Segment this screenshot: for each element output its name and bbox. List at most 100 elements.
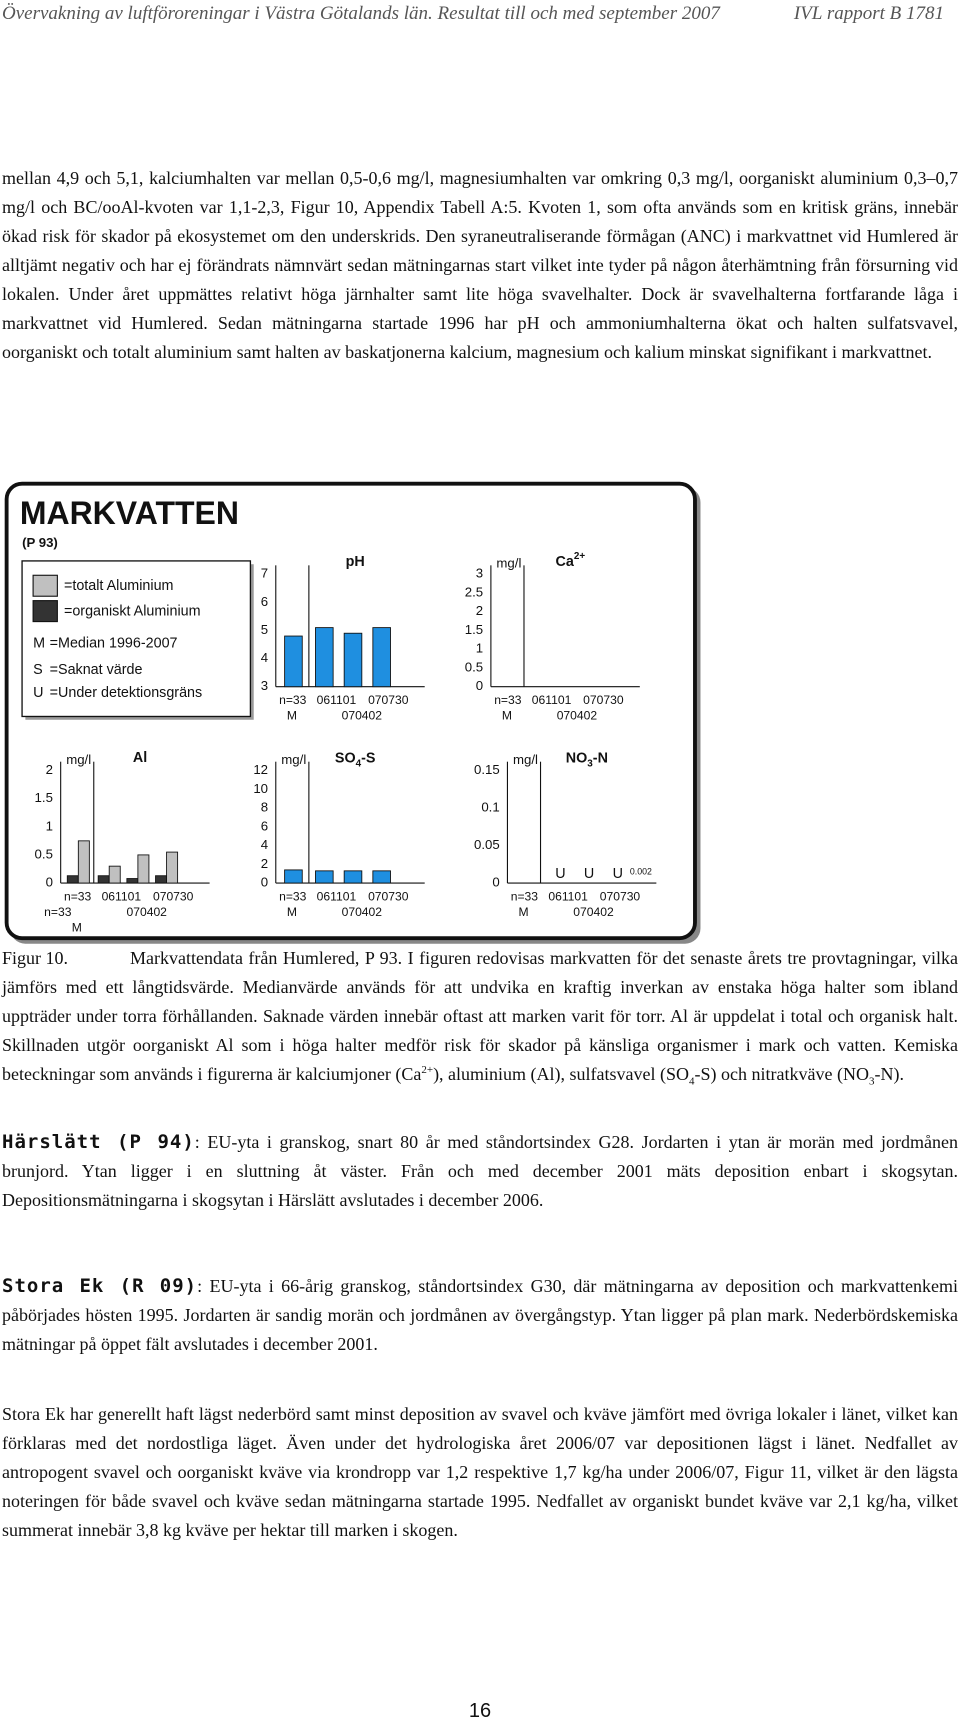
caption-text: Markvattendata från Humlered, P 93. I fi… xyxy=(2,948,958,1087)
legend-swatch xyxy=(32,574,58,597)
caption: Figur 10. Markvattendata från Humlered, P… xyxy=(2,944,958,1089)
chart-title: Al xyxy=(133,750,147,766)
bar xyxy=(315,627,334,688)
bar xyxy=(284,869,303,884)
category-label: 070730 xyxy=(153,890,194,904)
title-sup: 2+ xyxy=(574,551,586,562)
bar xyxy=(166,851,179,884)
category-label: 061101 xyxy=(102,890,142,904)
category-label: 061101 xyxy=(317,693,357,707)
legend-label: =Median 1996-2007 xyxy=(50,635,178,651)
category-label: 070402 xyxy=(557,709,598,723)
y-tick-label: 6 xyxy=(261,818,268,833)
flag: U xyxy=(584,866,594,882)
category-label: 070402 xyxy=(342,905,383,919)
legend-box xyxy=(21,560,252,718)
y-tick-label: 3 xyxy=(476,566,483,581)
title-tail: -N xyxy=(593,750,608,766)
y-tick-label: 8 xyxy=(261,800,268,815)
unit-label: mg/l xyxy=(281,752,306,767)
category-label: 061101 xyxy=(548,890,588,904)
caption-sub: 4 xyxy=(689,1075,695,1088)
title-tail: -S xyxy=(361,750,375,766)
legend-label: =Under detektionsgräns xyxy=(50,685,203,701)
chart-title: SO4-S xyxy=(335,750,376,769)
y-tick-label: 1.5 xyxy=(465,622,483,637)
y-tick-label: 0 xyxy=(476,678,483,693)
section-heading: Härslätt (P 94) xyxy=(2,1131,195,1153)
title-sub: 4 xyxy=(356,759,362,770)
bar xyxy=(155,875,168,884)
legend-swatch xyxy=(32,600,58,623)
caption-part: -N). xyxy=(874,1064,904,1084)
y-tick-label: 2 xyxy=(476,603,483,618)
y-tick-label: 0.1 xyxy=(481,800,499,815)
category-label: 061101 xyxy=(317,890,357,904)
chart-title: Ca2+ xyxy=(556,551,586,570)
n-label: n=33 xyxy=(64,890,92,904)
category-label: 070730 xyxy=(583,693,624,707)
caption-label: Figur 10. xyxy=(2,948,69,968)
y-tick-label: 2 xyxy=(261,856,268,871)
category-label: 061101 xyxy=(532,693,572,707)
bar xyxy=(137,854,150,884)
bar xyxy=(77,840,90,884)
y-tick-label: 6 xyxy=(261,594,268,609)
bar xyxy=(126,878,139,884)
category-label: 070730 xyxy=(600,890,641,904)
title-main: NO xyxy=(566,750,588,766)
category-label: 070730 xyxy=(368,890,409,904)
category-label: 070402 xyxy=(342,709,383,723)
caption-sub: 3 xyxy=(868,1075,875,1088)
y-tick-label: 3 xyxy=(261,678,268,693)
caption-sup: 2+ xyxy=(421,1064,434,1076)
y-tick-label: 5 xyxy=(261,622,268,637)
y-tick-label: 12 xyxy=(253,762,268,777)
bar xyxy=(372,870,391,884)
y-tick-label: 4 xyxy=(261,837,268,852)
category-label: M xyxy=(72,920,82,934)
n-label: n=33 xyxy=(494,693,522,707)
figure-title: MARKVATTEN xyxy=(20,495,239,531)
category-label: M xyxy=(287,709,297,723)
bar xyxy=(66,875,79,884)
caption-part: -S) och nitratkväve (NO xyxy=(694,1064,869,1084)
section-text: : EU-yta i granskog, snart 80 år med stå… xyxy=(2,1132,958,1210)
flag: U xyxy=(555,866,565,882)
unit-label: mg/l xyxy=(496,556,521,571)
title-main: Ca xyxy=(556,554,575,570)
y-tick-label: 0.5 xyxy=(35,846,53,861)
bar xyxy=(284,635,303,688)
y-tick-label: 0 xyxy=(46,875,53,890)
n-label: n=33 xyxy=(44,905,72,919)
running-header: Övervakning av luftföroreningar i Västra… xyxy=(2,3,720,24)
y-tick-label: 2 xyxy=(46,762,53,777)
bar xyxy=(372,627,391,688)
y-tick-label: 4 xyxy=(261,650,268,665)
n-label: n=33 xyxy=(511,890,539,904)
report-number: IVL rapport B 1781 xyxy=(793,3,944,24)
chart-title: pH xyxy=(346,554,365,570)
y-tick-label: 0 xyxy=(261,875,268,890)
caption-part: Markvattendata från Humlered, P 93. I fi… xyxy=(2,948,958,1084)
category-label: M xyxy=(287,905,297,919)
y-tick-label: 0.05 xyxy=(474,837,500,852)
legend-key: U xyxy=(33,685,43,701)
figure: MARKVATTEN (P 93) =totalt Aluminium =orga… xyxy=(4,481,701,944)
y-tick-label: 1 xyxy=(476,641,483,656)
page-number: 16 xyxy=(468,1700,492,1722)
unit-label: mg/l xyxy=(513,752,538,767)
legend-key: S xyxy=(33,662,43,678)
y-tick-label: 0.15 xyxy=(474,762,500,777)
unit-label: mg/l xyxy=(66,752,91,767)
flag: U xyxy=(613,866,623,882)
title-sub: 3 xyxy=(587,759,593,770)
section: Härslätt (P 94): EU-yta i granskog, snar… xyxy=(2,1128,958,1215)
y-tick-label: 2.5 xyxy=(465,584,483,599)
bar xyxy=(343,870,363,884)
bar xyxy=(315,870,334,884)
section: Stora Ek (R 09): EU-yta i 66-årig gransk… xyxy=(2,1272,958,1359)
figure-subtitle: (P 93) xyxy=(22,535,58,550)
y-tick-label: 10 xyxy=(253,781,268,796)
